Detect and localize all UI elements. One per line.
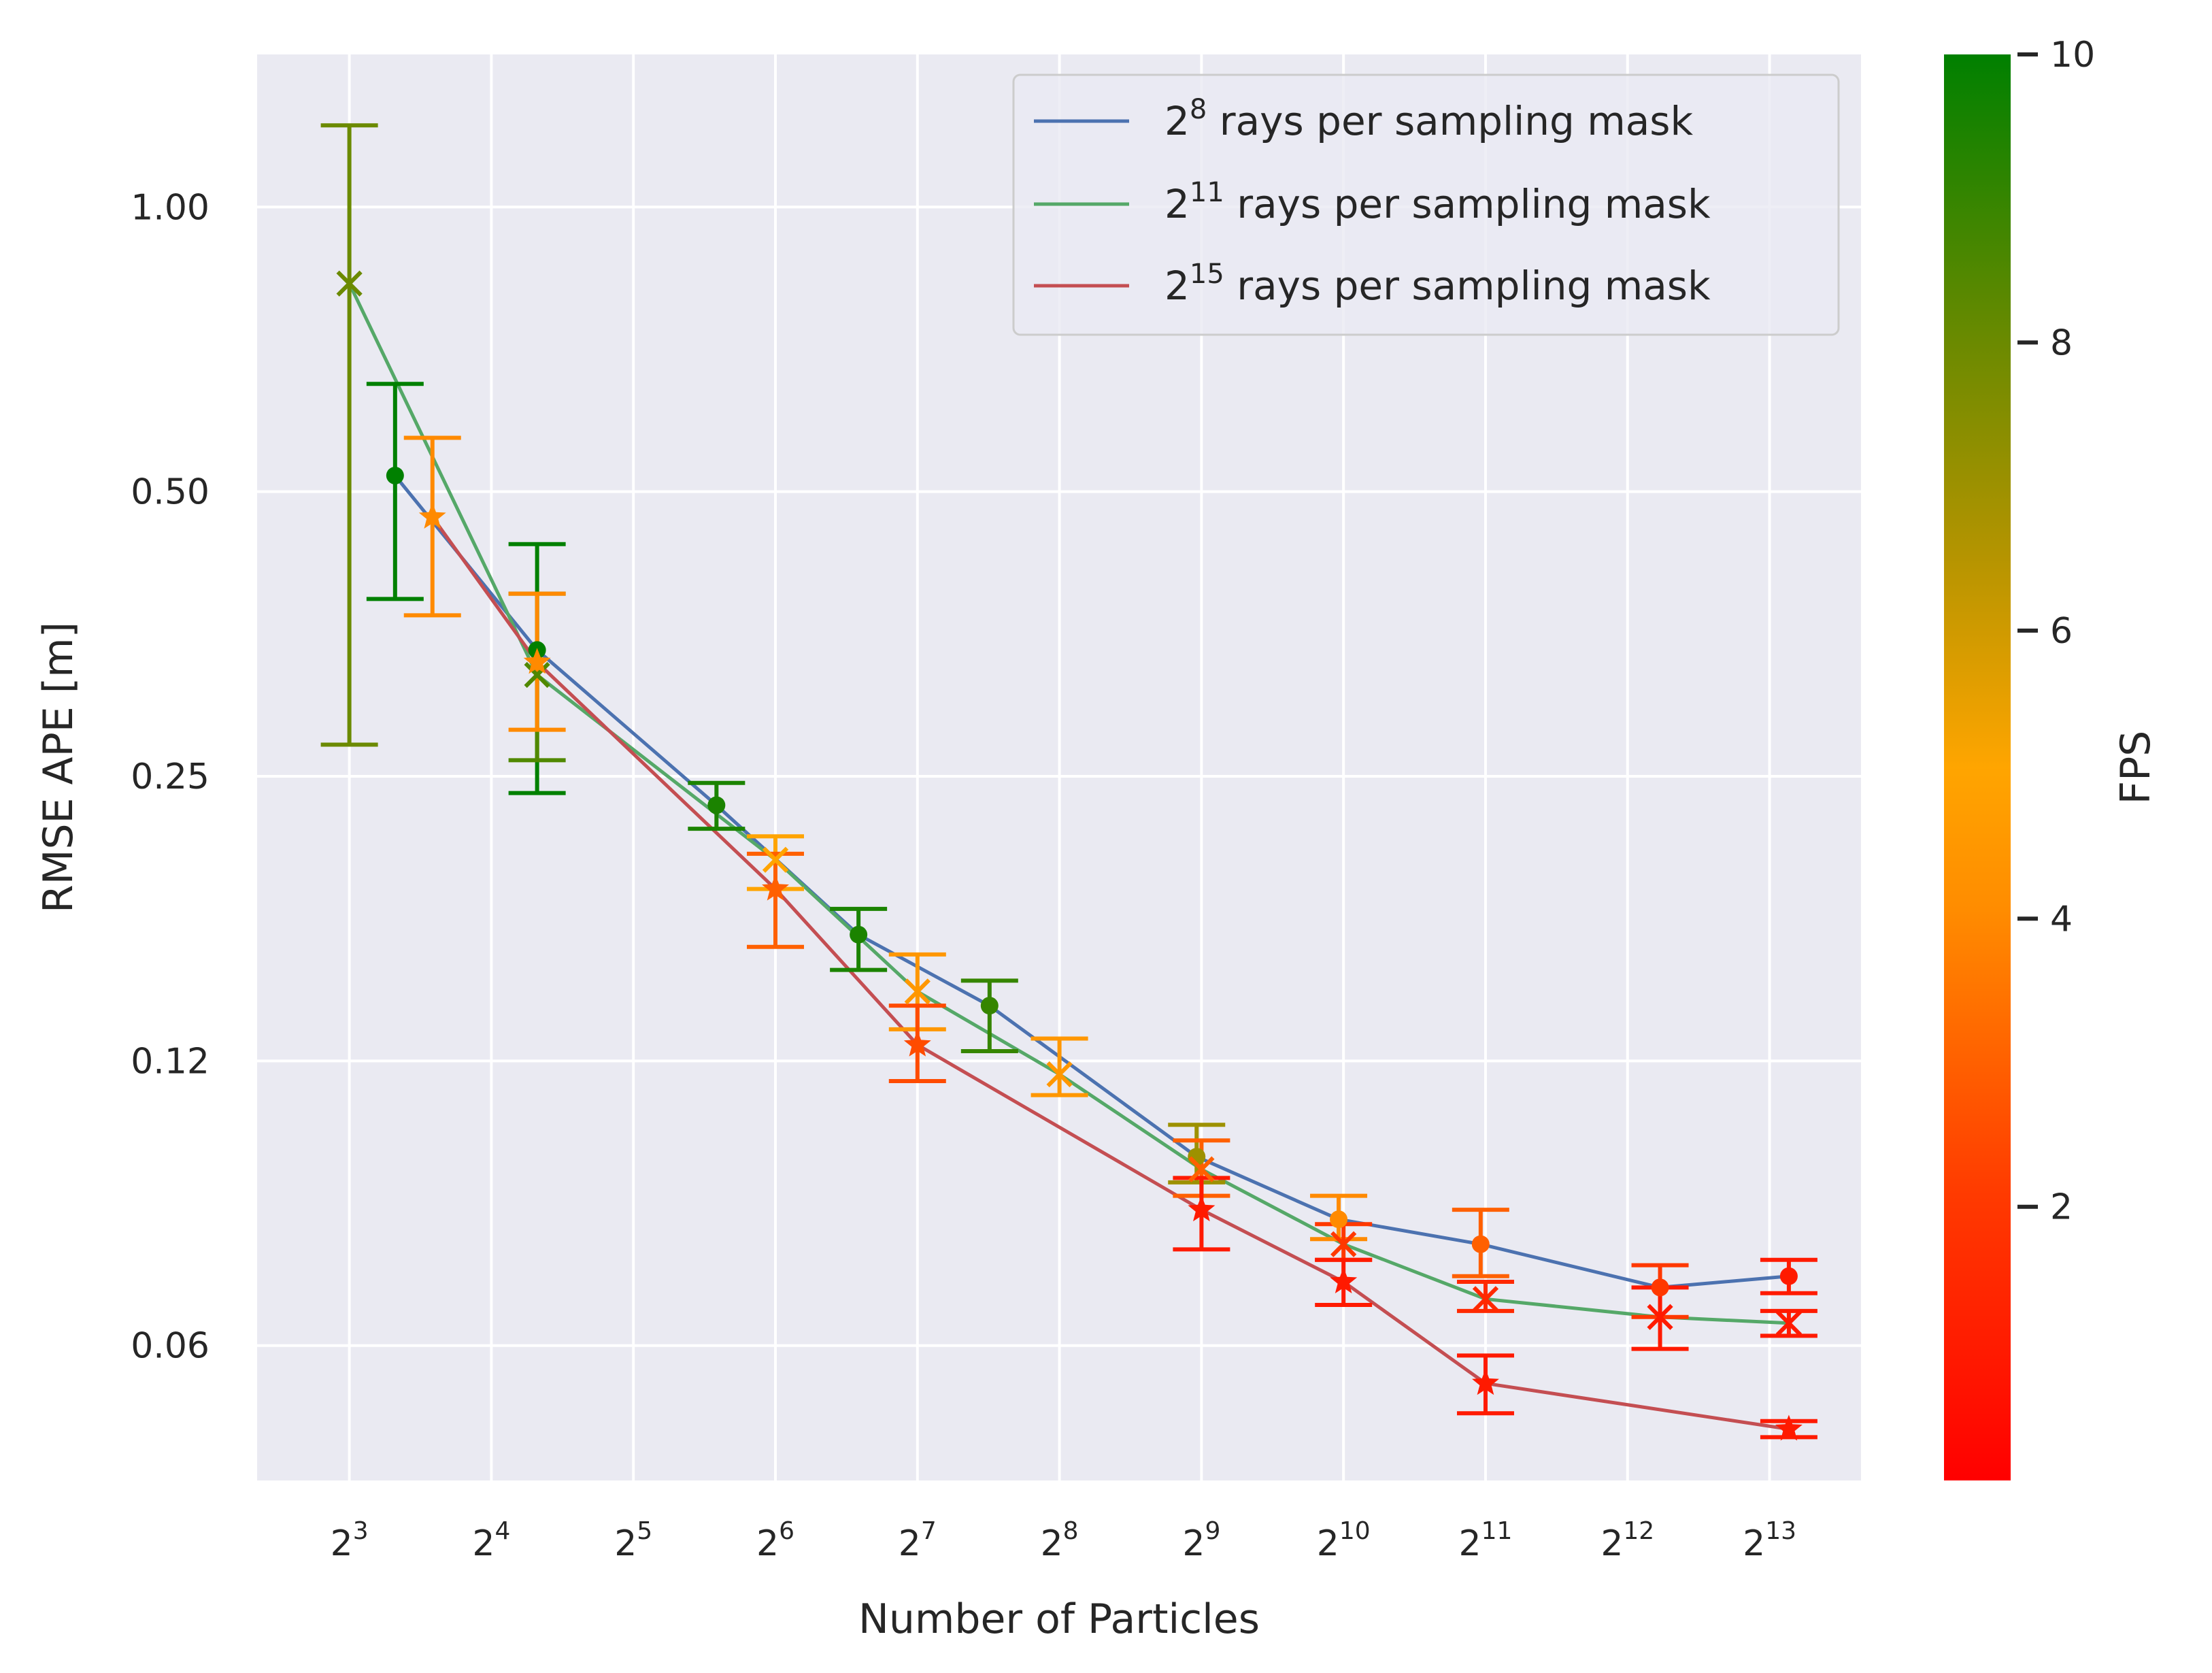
colorbar-tick-label-0: 2 <box>2050 1187 2073 1228</box>
marker-x-s1-3 <box>904 978 931 1005</box>
colorbar <box>1944 54 2011 1480</box>
marker-x-s1-4 <box>1046 1061 1073 1088</box>
marker-star-s2-3 <box>903 1030 931 1057</box>
marker-star-s2-7 <box>1775 1414 1803 1441</box>
marker-x-stroke <box>1046 1061 1073 1088</box>
error-bar-s0-0 <box>366 382 424 601</box>
error-bar-s1-0 <box>320 123 378 747</box>
marker-star-s2-1 <box>523 648 551 674</box>
x-tick-labels: 23 24 25 26 27 28 29 210 211 212 213 <box>331 1517 1796 1564</box>
y-tick-label-2: 0.25 <box>131 757 210 797</box>
error-bar-s2-2 <box>746 851 804 949</box>
x-tick-label-3: 26 <box>756 1517 794 1564</box>
error-bar-s0-4 <box>960 978 1018 1054</box>
marker-star-s2-5 <box>1330 1268 1358 1293</box>
x-tick-label-1: 24 <box>472 1517 510 1564</box>
legend-box <box>1012 73 1840 336</box>
colorbar-tick-label-1: 4 <box>2050 899 2073 940</box>
marker-dot-s0-3 <box>850 925 868 944</box>
marker-star-s2-6 <box>1472 1369 1499 1395</box>
series-line-1 <box>348 282 1790 1325</box>
legend-label-0: 28 rays per sampling mask <box>1164 94 1694 144</box>
marker-dot-s0-4 <box>980 997 999 1015</box>
y-tick-label-0: 1.00 <box>131 187 210 228</box>
marker-dot-s0-8 <box>1651 1278 1669 1297</box>
colorbar-label: FPS <box>2112 731 2160 805</box>
x-tick-label-7: 210 <box>1317 1517 1371 1564</box>
y-axis-label: RMSE APE [m] <box>35 622 82 913</box>
series-line-2 <box>431 516 1790 1431</box>
marker-x-s1-0 <box>336 270 363 297</box>
marker-star-s2-2 <box>762 874 789 901</box>
marker-x-stroke <box>1775 1310 1803 1336</box>
marker-x-stroke <box>904 978 931 1005</box>
marker-star-s2-4 <box>1188 1195 1216 1222</box>
legend: 28 rays per sampling mask 211 rays per sa… <box>1012 73 1840 336</box>
colorbar-ticks: 2 4 6 8 10 <box>2017 35 2095 1228</box>
marker-x-stroke <box>1472 1286 1499 1312</box>
marker-dot-s0-2 <box>707 796 726 814</box>
marker-dot-s0-9 <box>1779 1267 1798 1285</box>
y-tick-label-1: 0.50 <box>131 472 210 513</box>
legend-label-1: 211 rays per sampling mask <box>1164 177 1711 227</box>
x-tick-label-9: 212 <box>1601 1517 1654 1564</box>
marker-dot-s0-7 <box>1471 1235 1490 1253</box>
marker-x-s1-6 <box>1330 1231 1357 1257</box>
marker-x-stroke <box>1647 1304 1673 1330</box>
x-tick-label-2: 25 <box>614 1517 652 1564</box>
marker-x-stroke <box>524 661 550 689</box>
marker-star-s2-0 <box>418 503 446 529</box>
x-tick-label-8: 211 <box>1459 1517 1513 1564</box>
marker-x-s1-8 <box>1647 1304 1673 1330</box>
x-tick-label-4: 27 <box>899 1517 937 1564</box>
x-tick-label-5: 28 <box>1041 1517 1079 1564</box>
x-tick-label-10: 213 <box>1743 1517 1796 1564</box>
colorbar-tick-label-3: 8 <box>2050 322 2073 363</box>
marker-x-s1-5 <box>1188 1156 1215 1182</box>
series-lines <box>348 282 1790 1431</box>
x-tick-label-0: 23 <box>331 1517 369 1564</box>
marker-x-stroke <box>1188 1156 1215 1182</box>
error-bar-s1-4 <box>1030 1036 1088 1097</box>
y-tick-labels: 1.00 0.50 0.25 0.12 0.06 <box>131 187 210 1366</box>
marker-x-s1-9 <box>1775 1310 1803 1336</box>
marker-x-s1-2 <box>762 846 789 873</box>
colorbar-tick-label-4: 10 <box>2050 35 2095 76</box>
marker-x-stroke <box>762 846 789 873</box>
x-axis-label: Number of Particles <box>858 1595 1260 1643</box>
y-tick-label-4: 0.06 <box>131 1326 210 1367</box>
marker-dot-s0-0 <box>386 466 404 484</box>
marker-x-s1-1 <box>524 661 550 689</box>
colorbar-tick-label-2: 6 <box>2050 611 2073 652</box>
marker-dot-s0-6 <box>1330 1210 1348 1229</box>
markers <box>336 270 1803 1441</box>
marker-x-stroke <box>1330 1231 1357 1257</box>
marker-x-s1-7 <box>1472 1286 1499 1312</box>
x-tick-label-6: 29 <box>1182 1517 1220 1564</box>
y-tick-label-3: 0.12 <box>131 1041 210 1082</box>
error-bar-s2-0 <box>403 435 461 618</box>
marker-x-stroke <box>336 270 363 297</box>
series-line-0 <box>393 474 1790 1289</box>
legend-label-2: 215 rays per sampling mask <box>1164 259 1711 309</box>
